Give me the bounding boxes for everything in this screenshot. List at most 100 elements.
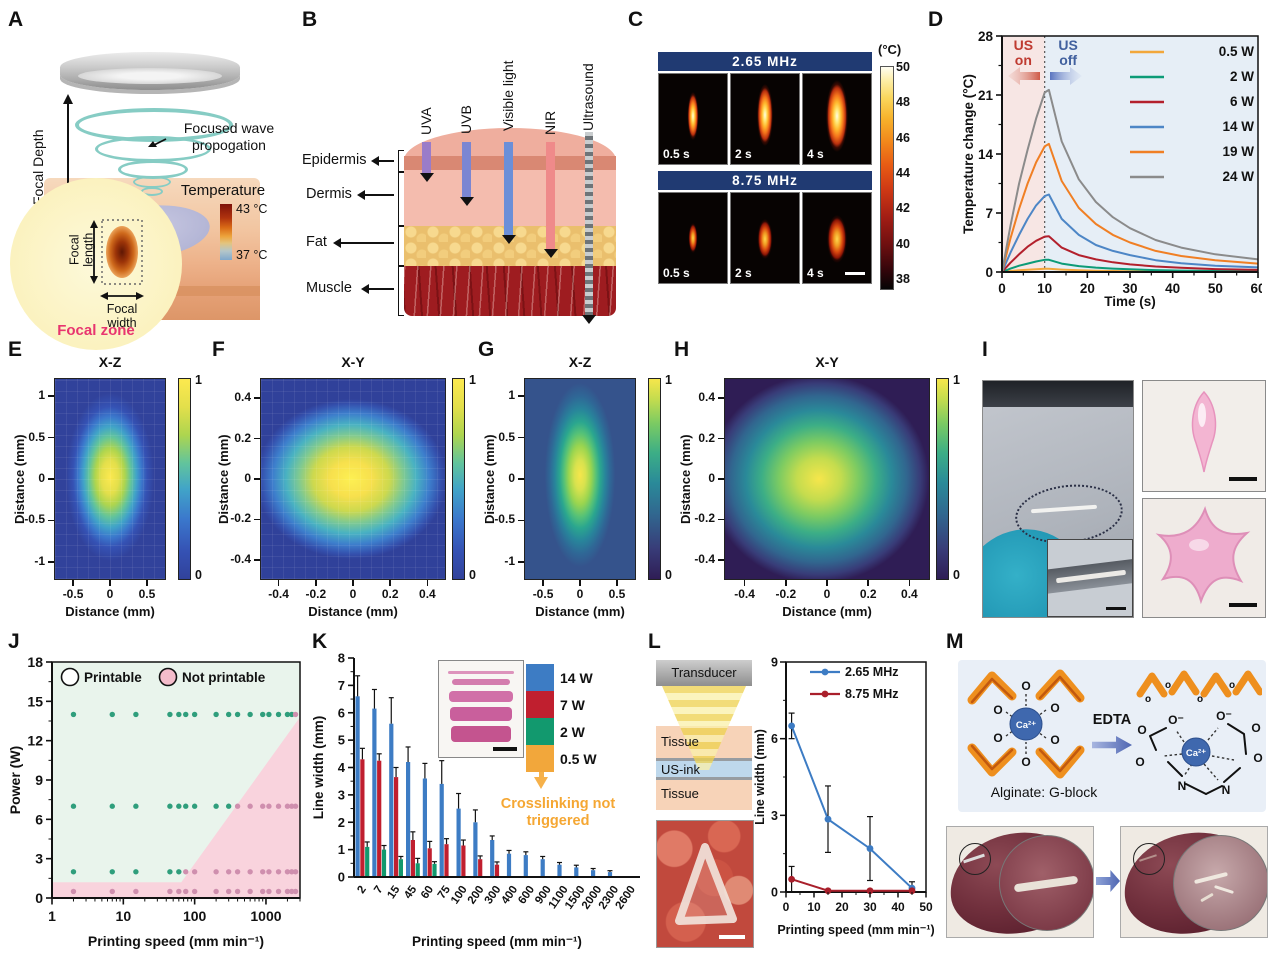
printable-point <box>225 711 232 718</box>
star-print-photo <box>1142 498 1266 618</box>
thermal-image-row-low: 0.5 s 2 s 4 s <box>658 73 872 165</box>
x-tick-label: 0.2 <box>381 587 399 601</box>
us-on-label: US <box>1014 37 1033 53</box>
y-tick <box>718 559 724 561</box>
bar-7 W <box>478 859 483 877</box>
not-printable-point <box>284 869 291 875</box>
legend-label: 2 W <box>560 724 585 740</box>
y-tick <box>718 397 724 399</box>
printable-point <box>234 711 241 718</box>
tick-label: 0 <box>771 886 778 900</box>
colorbar-F <box>452 378 465 580</box>
not-printable-point <box>266 869 272 875</box>
us-on-label: on <box>1015 52 1032 68</box>
time-label: 0.5 s <box>663 266 690 280</box>
bar-14 W <box>422 778 427 877</box>
colorbar-H <box>936 378 949 580</box>
series-8.75 MHz <box>791 878 912 892</box>
tick-label: 7 <box>338 678 345 693</box>
x-tick-label: -0.2 <box>305 587 327 601</box>
not-printable-point <box>234 869 241 875</box>
panel-b: B UVA UVB Visible light NIR Ultrasound E… <box>302 8 624 330</box>
tick-label: 100 <box>183 908 207 924</box>
x-tick <box>542 580 544 586</box>
legend-label: 6 W <box>1230 94 1254 109</box>
bar-2 W <box>415 863 420 877</box>
x-axis-label: Distance (mm) <box>535 604 625 619</box>
temp-high-label: 43 °C <box>236 202 268 216</box>
frequency-header-high: 8.75 MHz <box>658 171 872 190</box>
printable-point <box>266 711 272 718</box>
tick-label: 28 <box>978 29 994 44</box>
y-tick <box>48 519 54 522</box>
printed-line-sample <box>450 707 512 721</box>
x-tick <box>315 580 317 586</box>
x-tick <box>426 580 429 586</box>
panel-i: I <box>982 338 1269 628</box>
oxygen-atom: O <box>993 731 1002 745</box>
scale-bar <box>1229 477 1257 481</box>
panel-letter-d: D <box>928 8 944 31</box>
bar-7 W <box>444 844 449 877</box>
temperature-colorbar <box>220 204 232 260</box>
heat-blob <box>757 84 773 146</box>
printable-point <box>260 711 266 718</box>
ray-label-nir: NIR <box>542 110 558 136</box>
y-tick-label: 0.5 <box>498 429 515 444</box>
tick-label: 3 <box>771 809 778 823</box>
colorbar-G <box>648 378 661 580</box>
bar-7 W <box>377 760 382 877</box>
category-label: 60 <box>419 884 436 901</box>
oxygen-atom: O <box>1021 679 1030 693</box>
printable-legend-icon <box>60 667 80 687</box>
bar-14 W <box>591 870 596 877</box>
not-printable-point <box>133 888 139 895</box>
x-axis-label: Printing speed (mm min⁻¹) <box>88 933 264 949</box>
not-printable-point <box>260 869 266 875</box>
heatmap-plot-F <box>260 378 446 580</box>
tick-label: 3 <box>35 851 43 867</box>
y-axis-label: Power (W) <box>8 746 23 814</box>
scale-bar <box>1229 603 1257 607</box>
tick-label: 6 <box>338 705 345 720</box>
data-point <box>788 875 795 883</box>
y-tick <box>518 561 524 563</box>
y-tick-label: -0.4 <box>694 551 715 566</box>
not-printable-point <box>225 869 232 875</box>
bar-14 W <box>557 864 562 877</box>
printable-point <box>70 711 77 718</box>
muscle-layer <box>404 266 616 316</box>
not-printable-point <box>292 803 299 809</box>
x-tick <box>109 580 111 586</box>
oxygen-atom: O <box>1050 701 1059 715</box>
printable-point <box>167 803 173 809</box>
liver-photo-before <box>946 826 1094 938</box>
colorbar-max-label: 1 <box>195 373 202 387</box>
y-tick <box>518 519 524 522</box>
edta-label: EDTA <box>1092 712 1132 728</box>
tick-label: 20 <box>835 900 849 914</box>
x-axis-label: Distance (mm) <box>308 604 398 619</box>
printable-point <box>213 803 219 809</box>
colorbar-tick-label: 50 <box>896 60 910 74</box>
focal-width-label: Focal width <box>106 302 138 331</box>
x-tick <box>908 580 911 586</box>
tick-label: 0 <box>783 900 790 914</box>
tissue-bottom-layer <box>656 780 752 810</box>
tick-label: 1000 <box>250 908 281 924</box>
thermal-image-row-high: 0.5 s 2 s 4 s <box>658 192 872 284</box>
magnifier-circle <box>1173 835 1267 931</box>
transducer-icon <box>60 52 240 90</box>
x-tick <box>579 580 581 586</box>
not-printable-point <box>292 711 299 718</box>
series-24 W <box>1001 88 1259 273</box>
panel-a: A Focal Depth Focused wave propogation T… <box>8 8 300 350</box>
tick-label: 40 <box>1165 281 1180 296</box>
tick-label: 50 <box>919 900 933 914</box>
thermal-image: 4 s <box>802 192 872 284</box>
time-label: 2 s <box>735 266 752 280</box>
ray-label-ultrasound: Ultrasound <box>580 63 596 131</box>
printable-point <box>176 711 182 718</box>
colorbar-tick-label: 46 <box>896 130 910 145</box>
